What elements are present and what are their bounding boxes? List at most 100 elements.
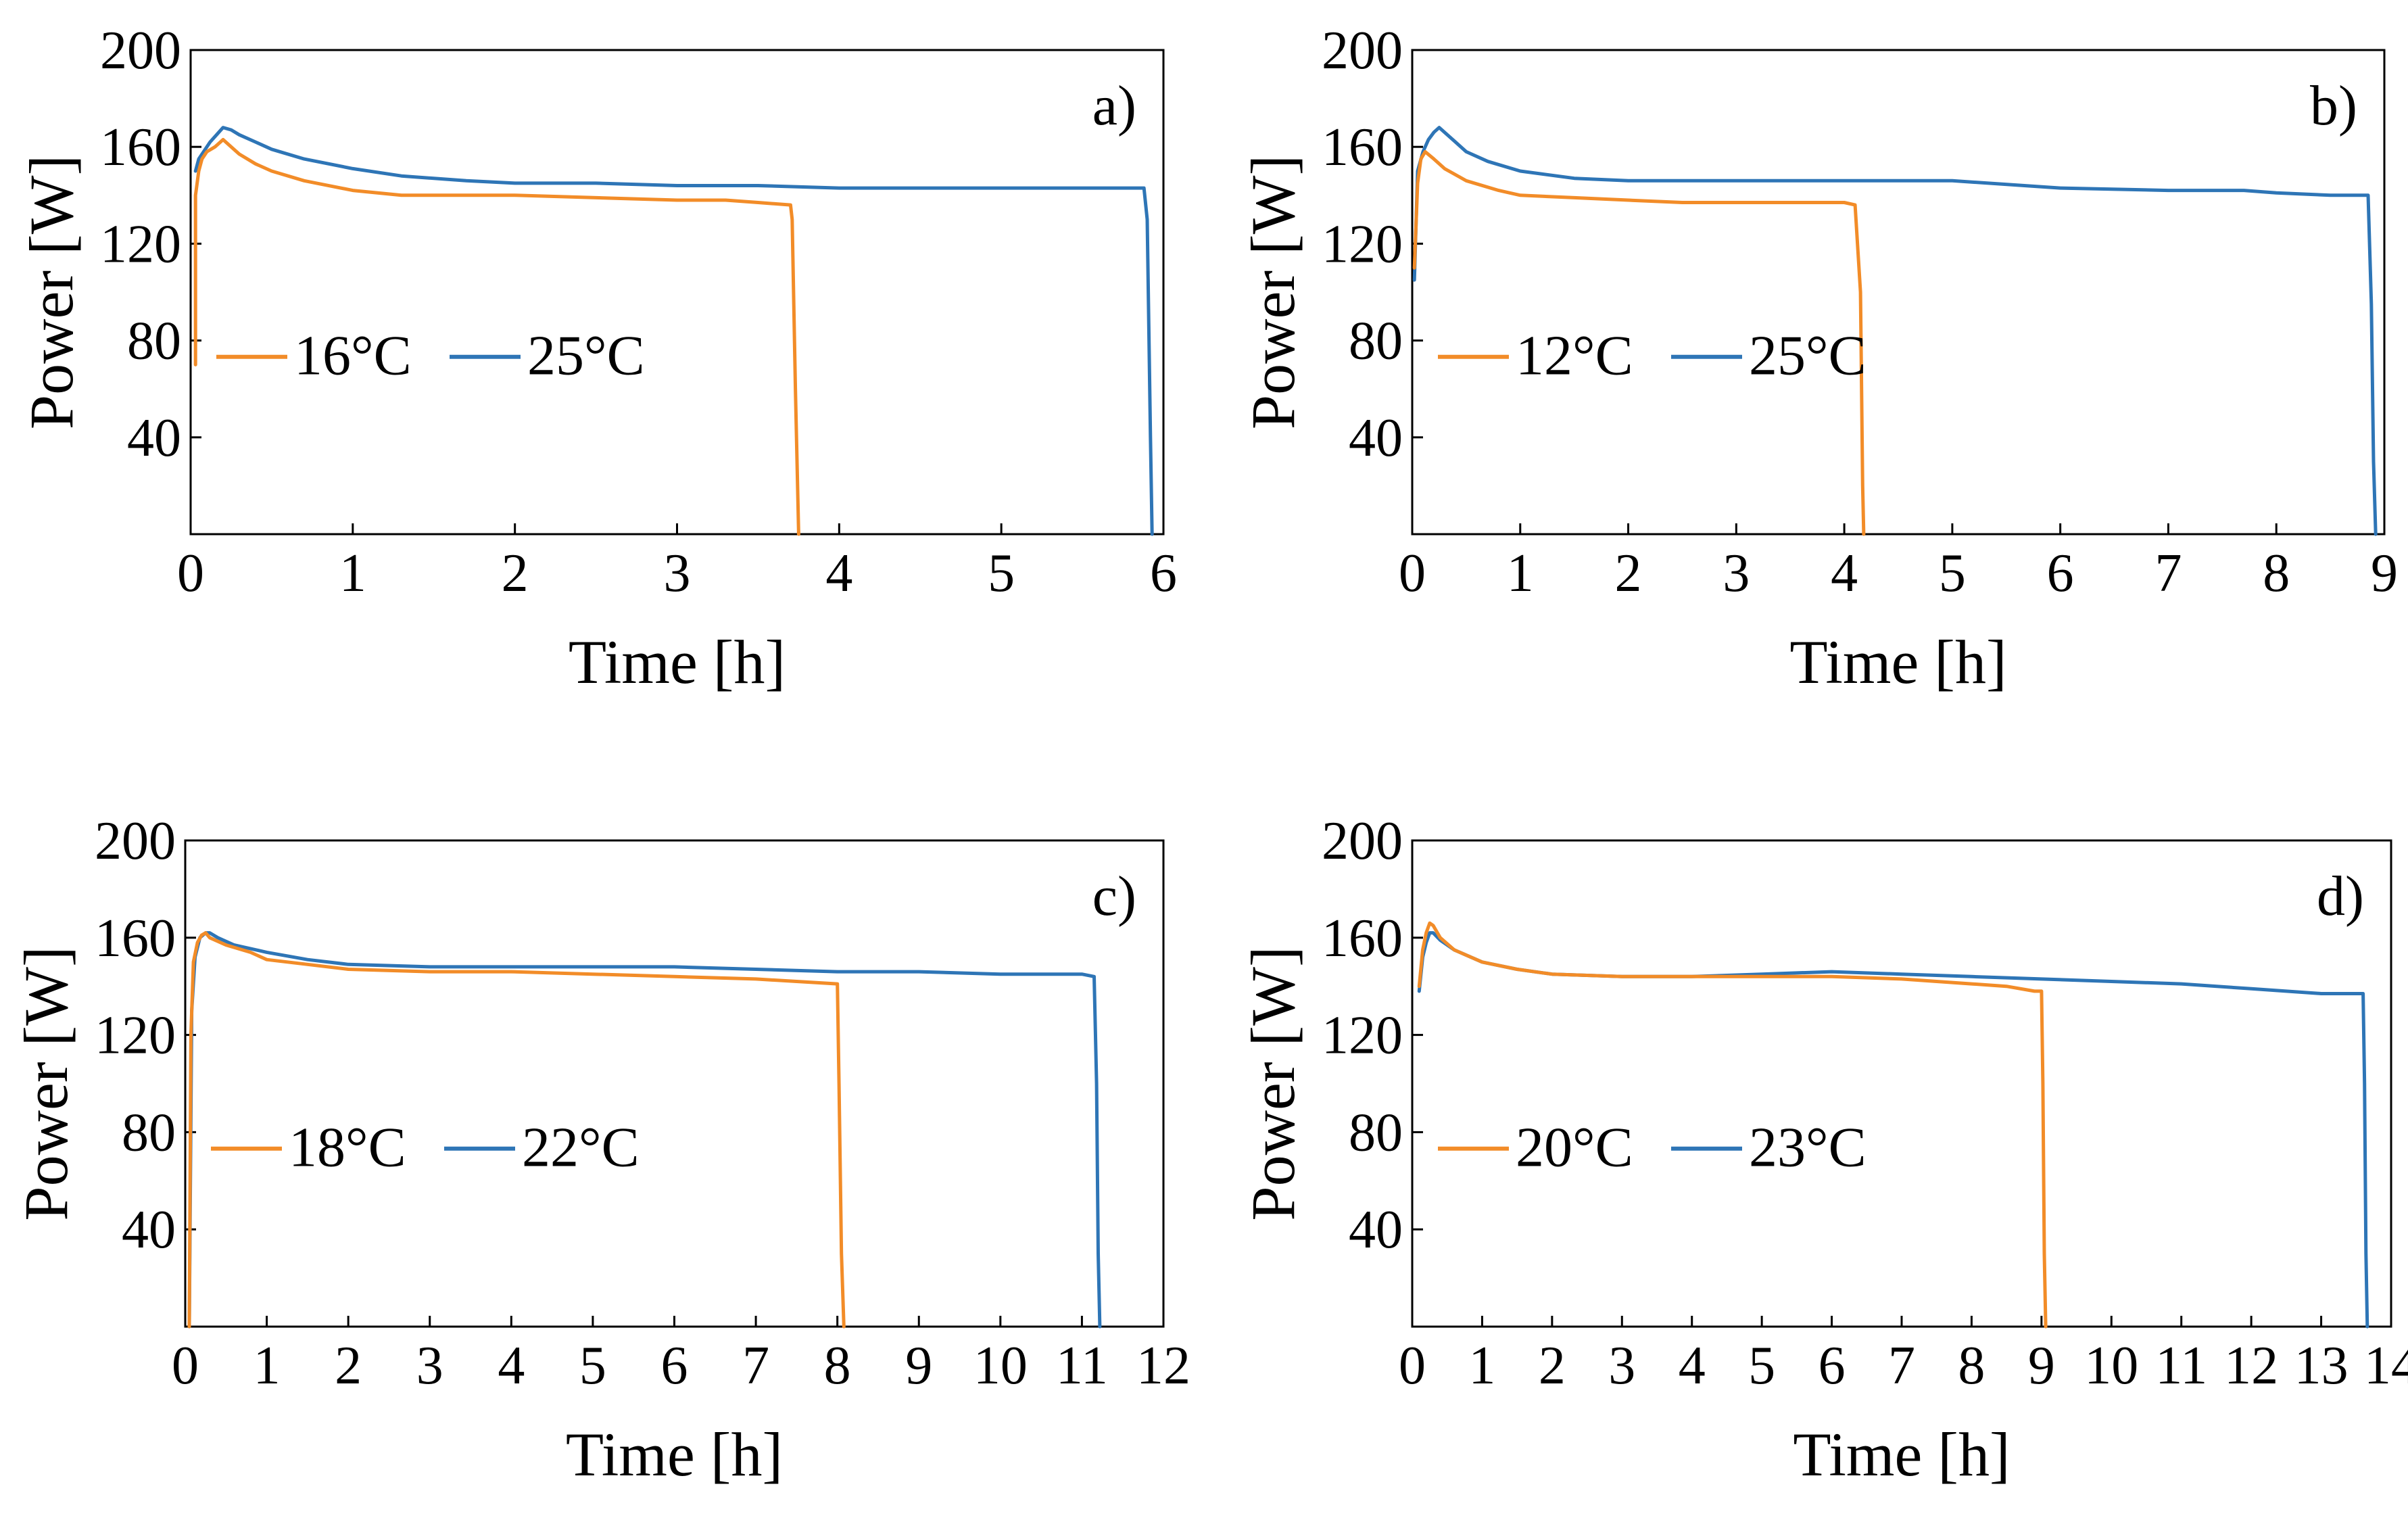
x-tick-label: 0 <box>1399 1336 1426 1396</box>
legend-label: 20°C <box>1516 1116 1633 1179</box>
x-tick-label: 5 <box>1748 1336 1775 1396</box>
chart-panel-1: 0 1 2 3 4 5 6 40 80 120 160 200 Time [h] Power [W] a) 1… <box>17 21 1177 696</box>
series-lines <box>187 931 1102 1329</box>
series-lines <box>1412 126 2378 536</box>
x-tick-label: 0 <box>1399 544 1426 603</box>
x-tick-label: 3 <box>416 1336 443 1396</box>
y-tick-label: 200 <box>95 811 176 871</box>
x-tick-label: 5 <box>579 1336 606 1396</box>
y-tick-label: 120 <box>100 214 181 274</box>
y-tick-label: 160 <box>95 909 176 968</box>
y-axis-title: Power [W] <box>1238 155 1307 429</box>
x-tick-label: 6 <box>661 1336 688 1396</box>
y-axis-ticks: 40 80 120 160 200 <box>95 811 196 1260</box>
y-tick-label: 120 <box>1322 214 1403 274</box>
y-tick-label: 80 <box>1349 1103 1403 1162</box>
y-tick-label: 200 <box>1322 811 1403 871</box>
y-tick-label: 40 <box>122 1200 176 1260</box>
x-tick-label: 4 <box>1679 1336 1706 1396</box>
x-tick-label: 0 <box>177 544 204 603</box>
x-tick-label: 4 <box>498 1336 525 1396</box>
x-tick-label: 4 <box>1831 544 1858 603</box>
x-axis-ticks: 0 1 2 3 4 5 6 7 8 9 10 11 12 13 14 <box>1399 1316 2408 1396</box>
x-tick-label: 9 <box>2028 1336 2055 1396</box>
y-tick-label: 40 <box>127 408 181 468</box>
legend: 16°C 25°C <box>216 325 645 387</box>
x-axis-title: Time [h] <box>1793 1420 2010 1489</box>
y-tick-label: 160 <box>1322 118 1403 177</box>
x-tick-label: 8 <box>1958 1336 1985 1396</box>
panel-label: a) <box>1092 74 1136 137</box>
y-axis-ticks: 40 80 120 160 200 <box>1322 811 1423 1260</box>
x-tick-label: 0 <box>172 1336 199 1396</box>
legend-label: 25°C <box>527 325 645 387</box>
series-lines <box>1417 921 2369 1329</box>
x-tick-label: 5 <box>1939 544 1966 603</box>
x-tick-label: 12 <box>2224 1336 2278 1396</box>
x-tick-label: 14 <box>2364 1336 2408 1396</box>
series-line-high-temp <box>1417 931 2369 1329</box>
x-axis-title: Time [h] <box>566 1420 783 1489</box>
legend-label: 22°C <box>522 1116 640 1179</box>
x-tick-label: 2 <box>335 1336 362 1396</box>
y-tick-label: 80 <box>127 312 181 371</box>
x-tick-label: 8 <box>824 1336 851 1396</box>
x-tick-label: 2 <box>502 544 529 603</box>
legend: 12°C 25°C <box>1438 325 1867 387</box>
x-axis-ticks: 0 1 2 3 4 5 6 7 8 9 10 11 12 <box>172 1316 1190 1396</box>
panel-label: b) <box>2310 74 2357 137</box>
y-tick-label: 160 <box>1322 909 1403 968</box>
x-tick-label: 2 <box>1615 544 1642 603</box>
x-tick-label: 11 <box>2155 1336 2207 1396</box>
x-axis-ticks: 0 1 2 3 4 5 6 <box>177 523 1177 603</box>
x-axis-title: Time [h] <box>1789 627 2006 696</box>
x-tick-label: 7 <box>1888 1336 1915 1396</box>
x-tick-label: 11 <box>1056 1336 1108 1396</box>
x-tick-label: 3 <box>1608 1336 1635 1396</box>
y-tick-label: 120 <box>95 1006 176 1066</box>
x-tick-label: 1 <box>1507 544 1534 603</box>
legend-label: 23°C <box>1749 1116 1867 1179</box>
x-tick-label: 8 <box>2263 544 2290 603</box>
x-tick-label: 6 <box>2047 544 2074 603</box>
x-tick-label: 1 <box>1468 1336 1495 1396</box>
x-tick-label: 10 <box>973 1336 1028 1396</box>
y-axis-title: Power [W] <box>17 155 86 429</box>
y-tick-label: 120 <box>1322 1006 1403 1066</box>
panel-label: c) <box>1092 865 1136 928</box>
x-tick-label: 3 <box>664 544 691 603</box>
chart-panel-2: 0 1 2 3 4 5 6 7 8 9 40 80 120 160 200 Time [h] Power [W]… <box>1238 21 2398 696</box>
series-line-high-temp <box>193 126 1154 536</box>
y-axis-title: Power [W] <box>1238 946 1307 1220</box>
y-tick-label: 80 <box>122 1103 176 1162</box>
x-tick-label: 6 <box>1819 1336 1846 1396</box>
x-tick-label: 7 <box>2154 544 2182 603</box>
panel-label: d) <box>2317 865 2364 928</box>
x-tick-label: 5 <box>988 544 1015 603</box>
series-line-low-temp <box>193 138 800 536</box>
legend-label: 12°C <box>1516 325 1633 387</box>
plot-frame <box>1411 49 2386 536</box>
x-tick-label: 7 <box>742 1336 769 1396</box>
legend: 20°C 23°C <box>1438 1116 1867 1179</box>
legend: 18°C 22°C <box>211 1116 640 1179</box>
y-tick-label: 200 <box>1322 21 1403 80</box>
x-tick-label: 2 <box>1539 1336 1566 1396</box>
x-tick-label: 9 <box>2371 544 2398 603</box>
x-axis-title: Time [h] <box>569 627 786 696</box>
series-line-low-temp <box>1417 921 2048 1329</box>
series-line-high-temp <box>1412 126 2378 536</box>
x-tick-label: 12 <box>1136 1336 1190 1396</box>
x-tick-label: 13 <box>2294 1336 2349 1396</box>
y-tick-label: 40 <box>1349 1200 1403 1260</box>
y-tick-label: 200 <box>100 21 181 80</box>
x-tick-label: 6 <box>1150 544 1177 603</box>
legend-label: 25°C <box>1749 325 1867 387</box>
x-tick-label: 10 <box>2084 1336 2138 1396</box>
x-tick-label: 9 <box>905 1336 932 1396</box>
legend-label: 18°C <box>289 1116 406 1179</box>
y-tick-label: 160 <box>100 118 181 177</box>
